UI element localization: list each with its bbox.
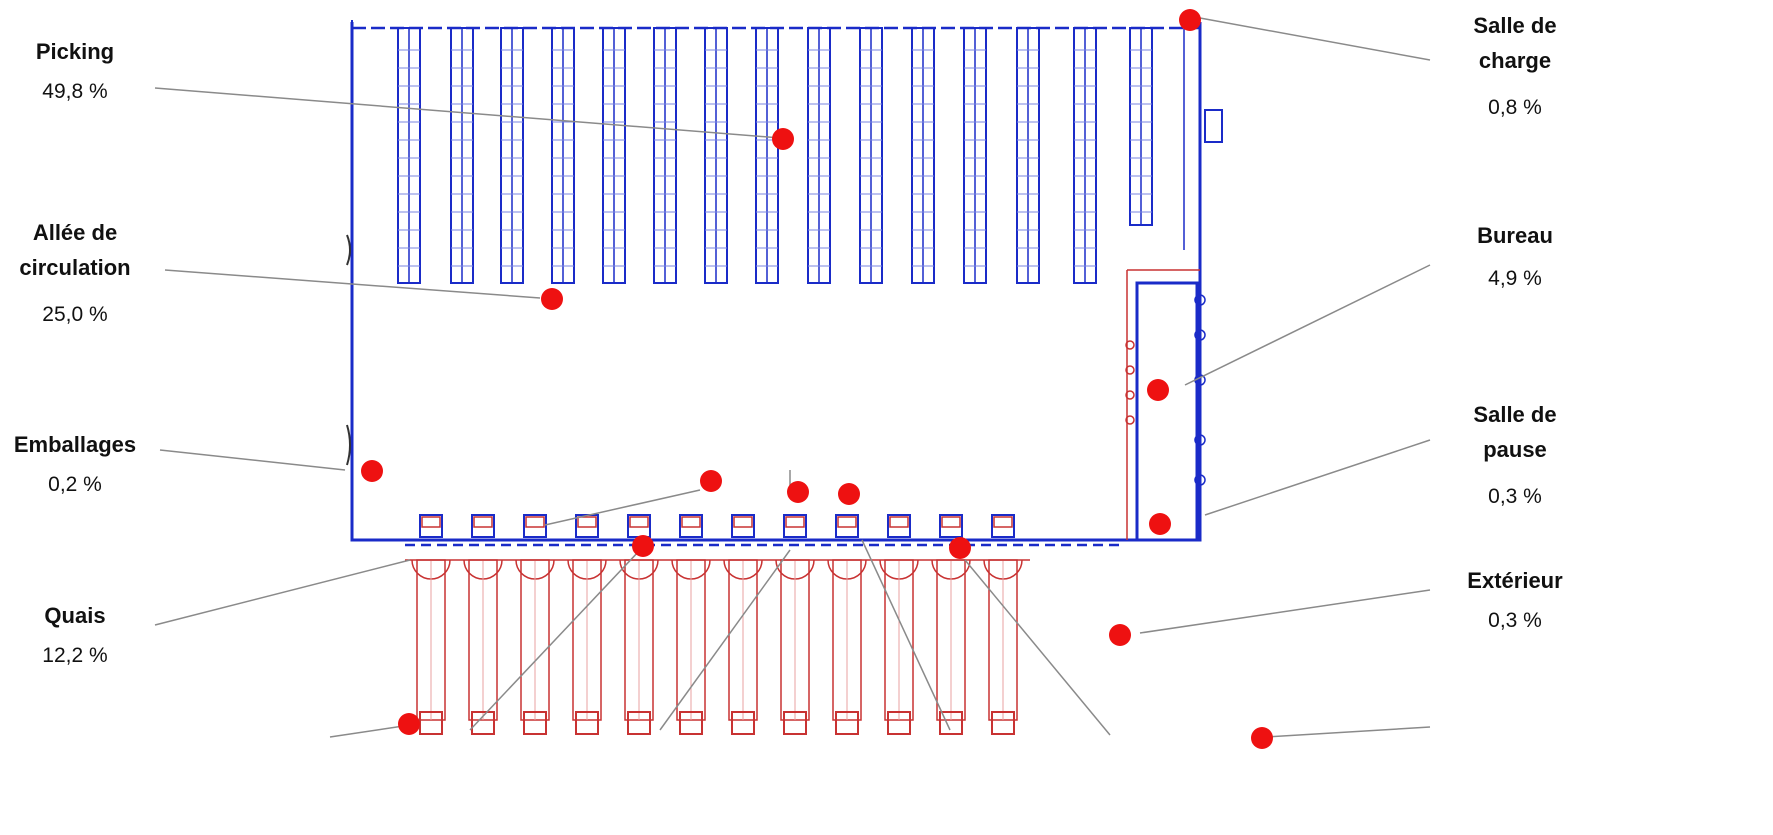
zone-label-salle-charge: Salle de charge 0,8 %	[1440, 8, 1590, 125]
zone-label-picking: Picking 49,8 %	[0, 34, 150, 109]
zone-name: Salle de pause	[1473, 402, 1557, 462]
office-fixture	[1194, 474, 1206, 486]
rack-aisle	[653, 27, 677, 284]
location-marker	[361, 460, 383, 482]
location-marker	[949, 537, 971, 559]
location-marker	[838, 483, 860, 505]
leader-line	[544, 489, 701, 526]
leader-line	[469, 549, 641, 731]
leader-line	[1199, 17, 1431, 61]
dock-bay	[567, 514, 607, 735]
zone-name: Salle de charge	[1473, 13, 1557, 73]
rack-aisle	[1073, 27, 1097, 284]
office-fixture	[1194, 434, 1206, 446]
location-marker	[1147, 379, 1169, 401]
office-fixture	[1125, 365, 1135, 375]
leader-line	[964, 559, 1111, 736]
leader-line	[1264, 726, 1431, 738]
location-marker	[1149, 513, 1171, 535]
dock-bay	[827, 514, 867, 735]
rack-aisle	[704, 27, 728, 284]
leader-line	[154, 87, 781, 139]
rack-aisle	[602, 27, 626, 284]
zone-percent: 0,3 %	[1488, 609, 1542, 632]
leader-line	[1139, 589, 1431, 634]
dock-bay	[983, 514, 1023, 735]
location-marker	[787, 481, 809, 503]
zone-name: Picking	[35, 39, 115, 64]
zone-percent: 0,8 %	[1488, 96, 1542, 119]
zone-name: Quais	[44, 603, 106, 628]
office-fixture	[1125, 340, 1135, 350]
zone-label-exterieur: Extérieur 0,3 %	[1440, 563, 1590, 638]
rack-aisle	[911, 27, 935, 284]
leader-line	[164, 269, 541, 299]
leader-line	[159, 449, 346, 471]
location-marker	[398, 713, 420, 735]
leader-line	[861, 539, 951, 731]
office-fixture	[1125, 415, 1135, 425]
leader-line	[659, 549, 791, 731]
office-fixture	[1125, 390, 1135, 400]
zone-label-allee: Allée de circulation 25,0 %	[0, 215, 150, 332]
zone-name: Emballages	[13, 432, 137, 457]
zone-name: Extérieur	[1467, 568, 1563, 593]
dock-bay	[775, 514, 815, 735]
warehouse-wall	[350, 22, 1202, 542]
dock-bay	[411, 514, 451, 735]
zone-label-quais: Quais 12,2 %	[0, 598, 150, 673]
rack-aisle	[500, 27, 524, 284]
location-marker	[1109, 624, 1131, 646]
zone-label-emballages: Emballages 0,2 %	[0, 427, 150, 502]
rack-aisle	[450, 27, 474, 284]
leader-line	[1184, 264, 1431, 386]
zone-label-salle-pause: Salle de pause 0,3 %	[1440, 397, 1590, 514]
zone-percent: 0,3 %	[1488, 485, 1542, 508]
dock-bay	[723, 514, 763, 735]
location-marker	[632, 535, 654, 557]
rack-aisle	[807, 27, 831, 284]
rack-aisle	[1129, 27, 1153, 226]
leader-line	[329, 724, 411, 738]
office-fixture	[1194, 329, 1206, 341]
side-annex	[1204, 109, 1223, 143]
dock-bay	[671, 514, 711, 735]
office-wall	[1135, 281, 1199, 542]
zone-name: Allée de circulation	[19, 220, 131, 280]
leader-line	[154, 559, 411, 626]
dock-bay	[879, 514, 919, 735]
zone-percent: 25,0 %	[42, 303, 108, 326]
location-marker	[772, 128, 794, 150]
zone-percent: 0,2 %	[48, 473, 102, 496]
location-marker	[1251, 727, 1273, 749]
leader-line	[1204, 439, 1431, 516]
zone-percent: 4,9 %	[1488, 267, 1542, 290]
location-marker	[700, 470, 722, 492]
zone-label-bureau: Bureau 4,9 %	[1440, 218, 1590, 296]
rack-aisle	[755, 27, 779, 284]
rack-aisle	[963, 27, 987, 284]
rack-aisle	[1016, 27, 1040, 284]
door-mark	[346, 234, 351, 466]
dock-bay	[515, 514, 555, 735]
office-fixture	[1194, 294, 1206, 306]
rack-aisle	[859, 27, 883, 284]
rack-aisle	[397, 27, 421, 284]
rack-aisle	[551, 27, 575, 284]
zone-percent: 12,2 %	[42, 644, 108, 667]
location-marker	[1179, 9, 1201, 31]
zone-percent: 49,8 %	[42, 80, 108, 103]
zone-name: Bureau	[1477, 223, 1553, 248]
location-marker	[541, 288, 563, 310]
